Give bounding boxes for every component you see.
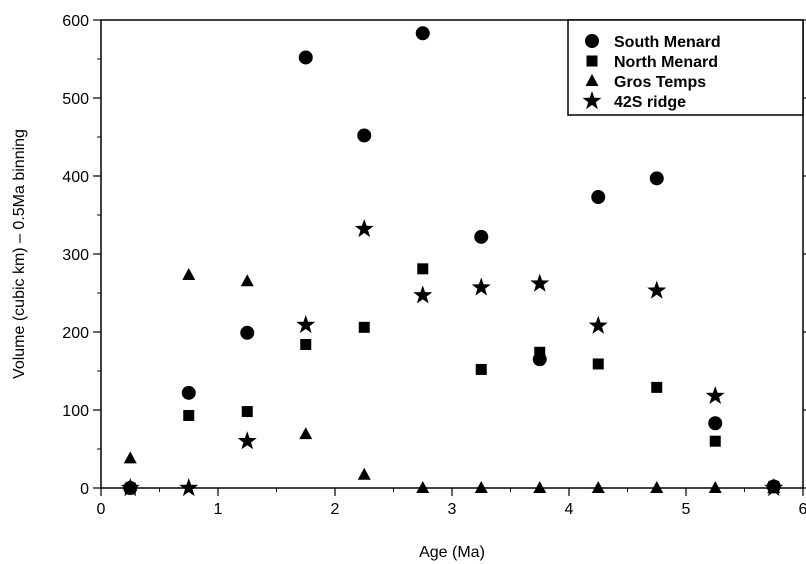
point-gros-temps xyxy=(357,467,371,480)
point-south-menard xyxy=(298,50,313,65)
point-north-menard xyxy=(475,363,487,375)
point-42s-ridge xyxy=(237,431,257,450)
point-gros-temps xyxy=(123,451,137,464)
point-gros-temps xyxy=(240,274,254,287)
legend-label-south-menard: South Menard xyxy=(614,34,721,51)
point-south-menard xyxy=(649,171,664,186)
point-gros-temps xyxy=(650,481,664,493)
point-42s-ridge xyxy=(179,478,199,497)
point-north-menard xyxy=(300,338,312,350)
y-tick-label: 0 xyxy=(80,481,89,498)
legend-marker-42s-ridge xyxy=(582,91,602,110)
point-north-menard xyxy=(534,346,546,358)
legend-box xyxy=(567,19,804,116)
x-tick-label: 0 xyxy=(97,501,106,518)
point-42s-ridge xyxy=(120,478,140,497)
x-axis-label: Age (Ma) xyxy=(419,544,485,561)
point-42s-ridge xyxy=(471,277,491,296)
point-gros-temps xyxy=(182,268,196,281)
point-north-menard xyxy=(417,263,429,275)
point-42s-ridge xyxy=(705,385,725,405)
point-42s-ridge xyxy=(647,280,667,299)
point-gros-temps xyxy=(474,481,488,493)
point-south-menard xyxy=(591,190,606,205)
point-42s-ridge xyxy=(296,314,316,334)
y-tick-label: 200 xyxy=(62,325,89,342)
legend-label-gros-temps: Gros Temps xyxy=(614,74,706,91)
x-tick-label: 4 xyxy=(565,501,574,518)
legend-marker-south-menard xyxy=(585,34,599,48)
point-gros-temps xyxy=(591,481,605,493)
legend-marker-gros-temps xyxy=(585,74,599,86)
point-south-menard xyxy=(474,229,489,244)
y-tick-label: 300 xyxy=(62,247,89,264)
point-south-menard xyxy=(240,325,255,340)
point-gros-temps xyxy=(299,427,313,440)
x-tick-label: 5 xyxy=(682,501,691,518)
point-gros-temps xyxy=(708,481,722,493)
point-north-menard xyxy=(183,409,195,421)
y-tick-label: 400 xyxy=(62,169,89,186)
y-axis-label: Volume (cubic km) – 0.5Ma binning xyxy=(11,129,28,379)
point-south-menard xyxy=(357,128,372,143)
point-south-menard xyxy=(415,26,430,41)
y-tick-label: 100 xyxy=(62,403,89,420)
x-tick-label: 1 xyxy=(214,501,223,518)
point-42s-ridge xyxy=(588,315,608,334)
x-tick-label: 6 xyxy=(799,501,806,518)
legend: South Menard North Menard Gros Temps 42S ri… xyxy=(567,19,804,116)
point-42s-ridge xyxy=(764,478,784,497)
point-gros-temps xyxy=(416,481,430,493)
point-north-menard xyxy=(592,358,604,370)
axis-ticks: 0 1 2 3 4 5 6 0 100 200 300 400 500 600 xyxy=(62,13,806,518)
y-tick-label: 500 xyxy=(62,91,89,108)
point-gros-temps xyxy=(533,481,547,493)
point-north-menard xyxy=(241,406,253,418)
point-42s-ridge xyxy=(413,285,433,304)
point-42s-ridge xyxy=(354,219,374,238)
point-south-menard xyxy=(181,385,196,400)
point-south-menard xyxy=(708,416,723,431)
y-tick-label: 600 xyxy=(62,13,89,30)
legend-marker-north-menard xyxy=(586,55,598,67)
legend-label-42s-ridge: 42S ridge xyxy=(614,94,686,111)
point-north-menard xyxy=(709,435,721,447)
x-tick-label: 2 xyxy=(331,501,340,518)
x-tick-label: 3 xyxy=(448,501,457,518)
data-points xyxy=(120,26,784,497)
point-north-menard xyxy=(651,381,663,393)
point-north-menard xyxy=(358,321,370,333)
point-42s-ridge xyxy=(530,273,550,292)
legend-label-north-menard: North Menard xyxy=(614,54,718,71)
